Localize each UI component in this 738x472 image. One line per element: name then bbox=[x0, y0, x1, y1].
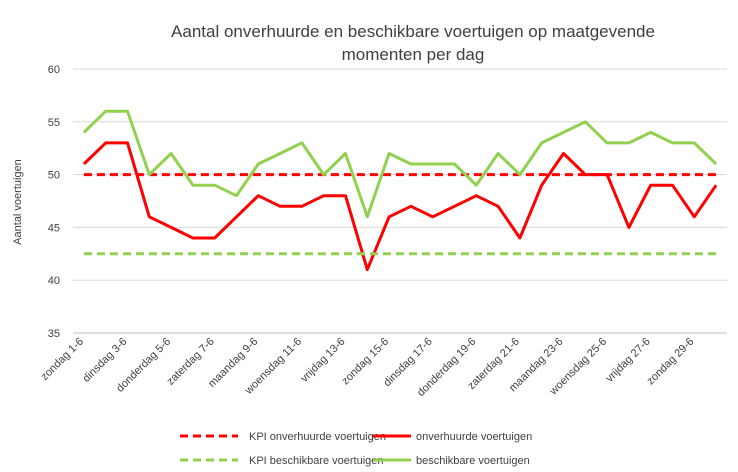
chart-title-line-1: Aantal onverhuurde en beschikbare voertu… bbox=[171, 22, 655, 41]
legend-label-kpi-beschikbare: KPI beschikbare voertuigen bbox=[249, 455, 384, 467]
chart-title-line-2: momenten per dag bbox=[342, 45, 485, 64]
y-ticks: 35 40 45 50 55 60 bbox=[48, 64, 60, 340]
series-line-1 bbox=[82, 141, 718, 272]
legend-label-kpi-onverhuurde: KPI onverhuurde voertuigen bbox=[249, 431, 386, 443]
series-lines bbox=[82, 109, 718, 272]
y-tick-label: 60 bbox=[48, 64, 60, 76]
legend: KPI onverhuurde voertuigen onverhuurde v… bbox=[180, 431, 532, 467]
y-tick-label: 50 bbox=[48, 170, 60, 182]
x-tick-label: zondag 29-6 bbox=[645, 336, 697, 388]
y-tick-label: 40 bbox=[48, 275, 60, 287]
y-tick-label: 55 bbox=[48, 117, 60, 129]
legend-label-beschikbare: beschikbare voertuigen bbox=[416, 455, 530, 467]
x-tick-label: zondag 1-6 bbox=[39, 336, 86, 383]
gridlines bbox=[73, 68, 727, 334]
legend-label-onverhuurde: onverhuurde voertuigen bbox=[416, 431, 532, 443]
y-tick-label: 35 bbox=[48, 328, 60, 340]
series-line-3 bbox=[82, 109, 718, 219]
y-tick-label: 45 bbox=[48, 222, 60, 234]
y-axis-label: Aantal voertuigen bbox=[12, 159, 24, 245]
